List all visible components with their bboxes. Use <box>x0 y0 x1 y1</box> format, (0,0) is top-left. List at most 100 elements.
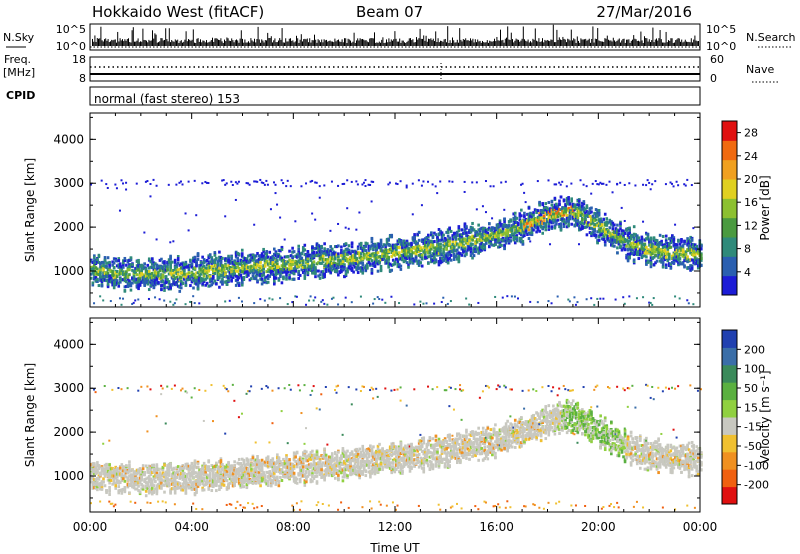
power-cell <box>626 239 630 243</box>
noise-bar <box>258 39 260 46</box>
power-cell <box>314 268 317 272</box>
power-cell <box>187 229 190 232</box>
power-cell <box>266 276 270 280</box>
power-cell <box>616 246 619 250</box>
noise-bar <box>690 38 692 46</box>
power-cell <box>205 276 209 280</box>
power-cell <box>155 272 159 276</box>
power-cell <box>448 239 451 243</box>
power-cell <box>512 235 516 239</box>
power-cell <box>471 256 474 260</box>
power-cell <box>195 278 198 282</box>
power-cell <box>242 270 246 274</box>
power-cell <box>507 224 511 228</box>
power-cell <box>137 298 140 301</box>
power-cell <box>625 256 628 260</box>
freq-right-tick-bottom: 0 <box>710 72 717 85</box>
power-cell <box>344 252 348 256</box>
power-cell <box>271 298 274 301</box>
power-cell <box>144 180 147 183</box>
power-cell <box>396 245 400 249</box>
power-cell <box>245 264 249 268</box>
power-cell <box>529 214 532 218</box>
power-cell <box>518 228 522 232</box>
power-cell <box>492 185 495 188</box>
power-cell <box>469 254 473 258</box>
power-cell <box>219 263 223 267</box>
power-cell <box>593 229 596 233</box>
power-cell <box>364 253 368 257</box>
power-cell <box>215 282 218 286</box>
power-cell <box>507 239 511 243</box>
power-cell <box>593 219 596 223</box>
power-cell <box>417 263 421 267</box>
noise-bar <box>411 40 413 46</box>
power-cell <box>504 237 508 241</box>
power-cell <box>378 298 381 301</box>
power-cell <box>192 259 195 263</box>
noise-bar <box>237 40 239 46</box>
noise-bar <box>123 41 125 46</box>
noise-bar <box>129 42 131 46</box>
power-cell <box>369 254 372 258</box>
power-cell <box>282 258 285 262</box>
power-cell <box>355 228 358 231</box>
power-cell <box>498 224 502 228</box>
power-cell <box>590 210 593 214</box>
power-cell <box>370 244 374 248</box>
power-cell <box>166 260 169 264</box>
power-cell <box>579 205 583 209</box>
noise-bar <box>678 38 680 46</box>
power-cell <box>154 262 157 266</box>
power-cell <box>198 269 201 273</box>
power-cell <box>596 230 599 234</box>
power-cell <box>459 239 462 243</box>
power-cell <box>367 247 371 251</box>
noise-bar <box>394 31 396 46</box>
power-cell <box>419 247 422 251</box>
power-cell <box>422 250 426 254</box>
power-cell <box>332 251 336 255</box>
power-cell <box>321 275 325 279</box>
power-cell <box>329 258 333 262</box>
power-cell <box>254 277 258 281</box>
power-cell <box>99 261 102 265</box>
noise-bar <box>138 42 140 46</box>
power-cell <box>440 252 444 256</box>
noise-bar <box>646 38 648 46</box>
power-cell <box>300 268 304 272</box>
power-cell <box>303 276 307 280</box>
power-cell <box>291 250 294 254</box>
power-cell <box>230 257 233 261</box>
power-cell <box>225 182 228 185</box>
power-cell <box>373 242 377 246</box>
noise-bar <box>405 42 407 46</box>
power-cell <box>359 269 363 273</box>
power-cell <box>466 248 470 252</box>
power-cell <box>160 280 163 284</box>
power-cell <box>385 251 389 255</box>
noise-bar <box>684 39 686 46</box>
power-cell <box>433 255 436 259</box>
power-cell <box>553 203 557 207</box>
power-cell <box>646 260 650 264</box>
power-cell <box>247 273 250 277</box>
power-cell <box>463 254 467 258</box>
power-cell <box>602 182 605 185</box>
noise-bar <box>548 40 549 46</box>
power-scatter <box>90 178 703 306</box>
power-cell <box>445 252 448 256</box>
power-cell <box>436 192 439 195</box>
power-cell <box>330 252 334 256</box>
noise-panel: N.Sky 10^5 10^0 10^5 10^0 N.Search <box>3 23 796 53</box>
power-cell <box>276 266 279 270</box>
power-cell <box>401 256 404 260</box>
power-cell <box>327 255 331 259</box>
power-cell <box>245 257 249 261</box>
power-cell <box>128 273 131 277</box>
noise-left-tick-top: 10^5 <box>56 23 86 36</box>
power-cell <box>115 264 119 268</box>
noise-bar <box>543 42 545 46</box>
power-cell <box>503 217 506 221</box>
